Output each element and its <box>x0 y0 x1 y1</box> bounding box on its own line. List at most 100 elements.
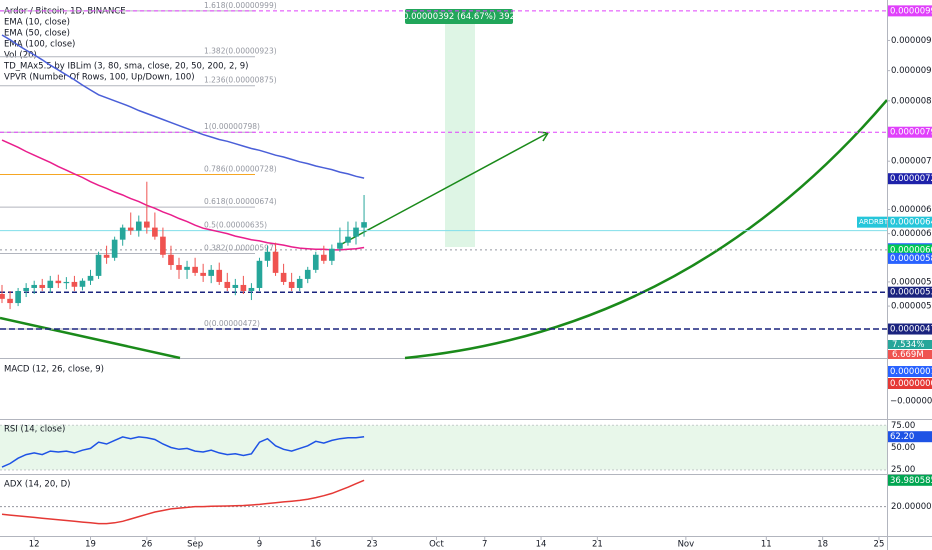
volume-label: 7.534% <box>892 340 924 350</box>
indicator-label: EMA (100, close) <box>4 40 75 50</box>
pane-title: ADX (14, 20, D) <box>4 480 71 490</box>
candle-body <box>39 284 46 288</box>
fib-label: 0.786(0.00000728) <box>204 164 277 173</box>
y-tick-label: 0.00000670 <box>891 205 932 215</box>
price-label: 0.00000798 <box>890 128 932 138</box>
x-tick-label: 11 <box>761 540 772 550</box>
trend-line <box>0 316 181 360</box>
candle-body <box>200 272 206 276</box>
candle-body <box>224 281 231 288</box>
candle-body <box>144 221 150 228</box>
fib-label: 0.382(0.00000597) <box>204 244 277 253</box>
y-tick-label: 20.00000000 <box>891 502 932 512</box>
candle-body <box>15 290 21 304</box>
y-tick-label: 0.00000630 <box>891 229 932 239</box>
indicator-label: EMA (10, close) <box>4 18 70 28</box>
last-value-box <box>888 431 932 443</box>
price-label-box <box>888 5 932 17</box>
price-label-box <box>888 173 932 185</box>
candle-body <box>160 236 166 255</box>
candle-body <box>0 294 5 299</box>
macd-label-box <box>888 378 932 389</box>
candle-body <box>329 248 335 261</box>
ema-line <box>1 139 365 251</box>
x-tick-label: 23 <box>367 540 378 550</box>
indicator-line <box>1 435 365 468</box>
indicator-label: Vol (20) <box>4 51 37 61</box>
macd-title: MACD (12, 26, close, 9) <box>4 365 104 375</box>
candle-body <box>111 239 118 258</box>
candle-body <box>304 269 311 279</box>
volume-label-box <box>888 350 932 359</box>
fib-label: 1(0.00000798) <box>204 122 260 131</box>
symbol-box <box>857 216 887 228</box>
candle-body <box>63 281 70 284</box>
candle-body <box>103 254 110 258</box>
y-tick-label: 25.00 <box>891 465 915 475</box>
indicator-label: VPVR (Number Of Rows, 100, Up/Down, 100) <box>4 73 195 83</box>
candle-body <box>55 280 62 284</box>
candle-body <box>23 287 29 291</box>
y-tick-label: 0.00000950 <box>891 36 932 46</box>
candle-body <box>31 284 38 288</box>
measure-label: 0.00000392 (64.67%) 392 <box>403 12 515 22</box>
measure-box <box>405 9 513 24</box>
price-label-box <box>888 244 932 256</box>
price-label-box <box>888 126 932 138</box>
x-tick-label: Sep <box>187 540 203 550</box>
volume-label: 6.669M <box>892 350 924 360</box>
candle-body <box>353 227 359 237</box>
candle-body <box>240 284 247 291</box>
candle-body <box>7 298 13 304</box>
candle-body <box>47 280 54 288</box>
candle-body <box>127 227 134 231</box>
candle-body <box>95 254 102 276</box>
candle-body <box>152 227 158 237</box>
indicator-label: EMA (50, close) <box>4 29 70 39</box>
candle-body <box>119 227 126 240</box>
x-tick-label: 18 <box>817 540 828 550</box>
candle-body <box>312 254 319 270</box>
indicator-label: TD_MAx5.5 by IBLim (3, 80, sma, close, 2… <box>3 62 249 72</box>
y-tick-label: 0.00000750 <box>891 157 932 167</box>
price-label: 0.00000603 <box>890 245 932 255</box>
fib-label: 0(0.00000472) <box>204 319 260 328</box>
candle-body <box>135 221 142 231</box>
candle-body <box>345 236 351 243</box>
candle-body <box>176 265 182 270</box>
x-tick-label: 26 <box>141 540 152 550</box>
fib-label: 0.618(0.00000674) <box>204 197 277 206</box>
volume-label-box <box>888 340 932 349</box>
macd-label: 0.00000011 <box>890 367 932 377</box>
y-tick-label: 0.00000510 <box>891 302 932 312</box>
fib-label: 1.618(0.00000999) <box>204 1 277 10</box>
candle-body <box>208 269 215 276</box>
candle-body <box>321 254 327 261</box>
x-tick-label: 12 <box>29 540 40 550</box>
last-value-label: 62.20 <box>890 432 914 442</box>
x-tick-label: 19 <box>85 540 96 550</box>
fib-label: 1.236(0.00000875) <box>204 76 277 85</box>
x-tick-label: 16 <box>310 540 321 550</box>
candle-body <box>216 269 223 282</box>
price-label-box <box>888 323 932 335</box>
x-tick-label: 21 <box>592 540 603 550</box>
price-label: 0.00000999 <box>890 6 932 16</box>
candle-body <box>184 266 190 270</box>
y-tick-label: 50.00 <box>891 443 915 453</box>
arrow-line <box>339 132 549 246</box>
indicator-line <box>1 479 365 525</box>
chart-title: Ardor / Bitcoin, 1D, BINANCE <box>4 7 126 17</box>
candle-body <box>361 222 367 228</box>
candle-body <box>280 272 287 282</box>
candle-body <box>272 251 279 273</box>
macd-label: 0.00000004 <box>890 379 932 389</box>
symbol-label: ARDRBTC <box>859 218 893 226</box>
ema-line <box>1 34 365 179</box>
x-tick-label: Oct <box>429 540 444 550</box>
candle-body <box>192 266 198 273</box>
candle-body <box>71 281 78 287</box>
candle-body <box>232 284 239 288</box>
curve-line <box>404 99 888 360</box>
